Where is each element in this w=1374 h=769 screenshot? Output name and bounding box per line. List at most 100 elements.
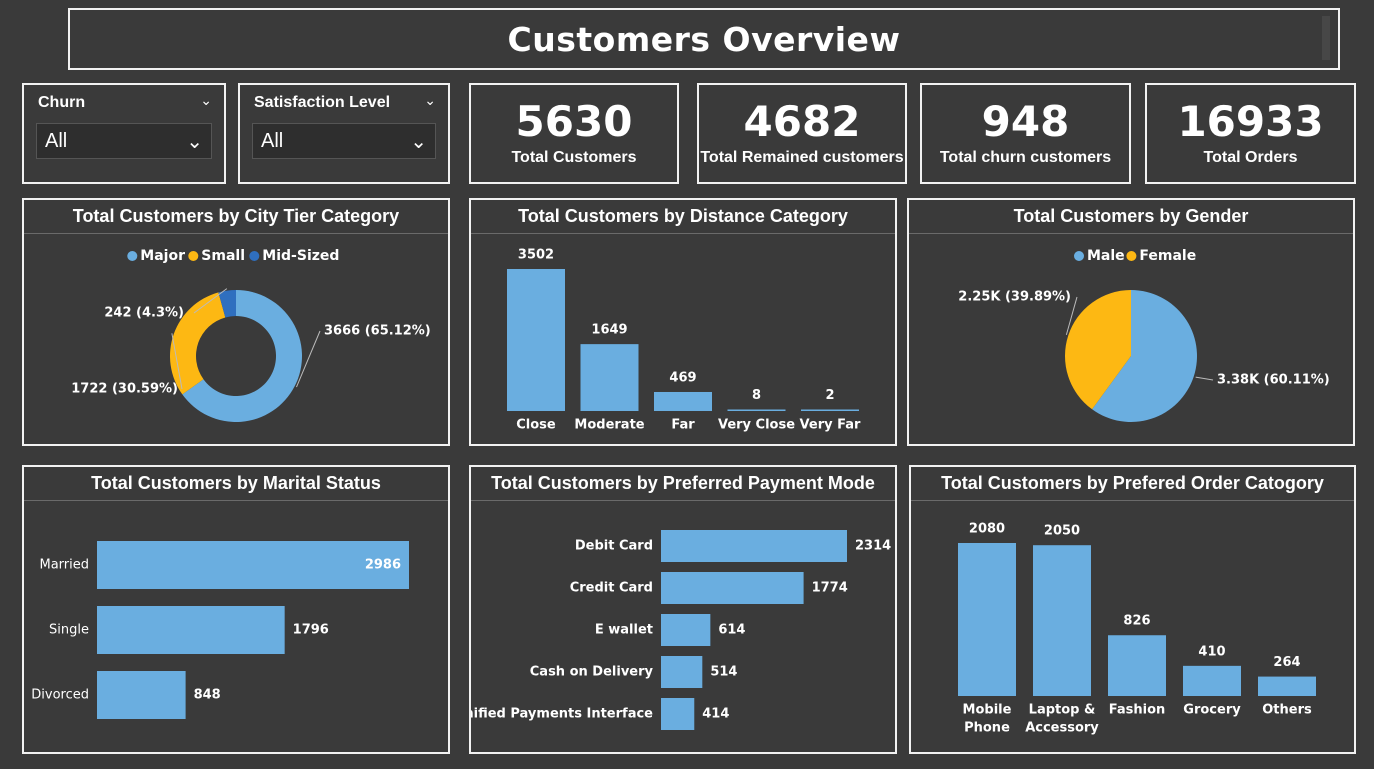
- data-label: 514: [710, 665, 737, 680]
- legend-label: Major: [140, 248, 185, 264]
- kpi-label: Total Orders: [1203, 148, 1298, 166]
- data-label: 2.25K (39.89%): [958, 290, 1071, 305]
- order-bar-chart: 2080 Mobile Phone 2050 Laptop & Accessory 826 F…: [958, 522, 1316, 736]
- order-chart: Total Customers by Prefered Order Catogo…: [909, 465, 1356, 754]
- payment-bar-chart: Debit Card 2314 Credit Card 1774 E wallet 614…: [471, 530, 891, 730]
- legend-label: Small: [201, 248, 245, 264]
- data-label: 2050: [1044, 524, 1080, 539]
- category-label: Cash on Delivery: [530, 665, 654, 680]
- leader-line: [296, 330, 321, 388]
- kpi-total-customers: 5630 Total Customers: [469, 83, 679, 184]
- marital-bar-chart: Married 2986 Single 1796 Divorced 848: [31, 541, 409, 719]
- category-label: Others: [1262, 703, 1312, 718]
- data-label: 410: [1198, 644, 1225, 659]
- satisfaction-dropdown[interactable]: All ⌄: [252, 123, 436, 159]
- bar: [97, 671, 186, 719]
- data-label: 414: [702, 707, 729, 722]
- bar: [958, 543, 1016, 696]
- category-label: Laptop &: [1029, 703, 1096, 718]
- data-label: 8: [752, 388, 761, 403]
- satisfaction-dropdown-value: All: [261, 129, 284, 152]
- chart-title: Total Customers by Distance Category: [471, 200, 895, 234]
- chevron-down-icon: ⌄: [186, 129, 203, 153]
- bar: [507, 269, 565, 411]
- category-label: Accessory: [1025, 721, 1099, 736]
- legend-label: Mid-Sized: [262, 248, 339, 264]
- bar: [661, 656, 703, 688]
- category-label: Fashion: [1109, 703, 1166, 718]
- payment-chart: Total Customers by Preferred Payment Mod…: [469, 465, 897, 754]
- chart-title: Total Customers by Gender: [909, 200, 1353, 234]
- chevron-down-icon[interactable]: ⌄: [200, 93, 212, 109]
- legend-marker: [249, 251, 260, 261]
- distance-bar-chart: 3502 Close 1649 Moderate 469 Far 8 Very Close 2 V…: [507, 248, 861, 433]
- category-label: Debit Card: [575, 539, 653, 554]
- legend-marker: [127, 251, 138, 261]
- legend-label: Male: [1087, 248, 1125, 264]
- data-label: 1722 (30.59%): [71, 382, 178, 397]
- data-label: 264: [1273, 655, 1300, 670]
- category-label: Unified Payments Interface: [471, 707, 653, 722]
- category-label: Very Far: [800, 418, 861, 433]
- bar: [1183, 665, 1241, 696]
- kpi-value: 4682: [743, 97, 861, 147]
- data-label: 3.38K (60.11%): [1217, 373, 1330, 388]
- chart-title: Total Customers by City Tier Category: [24, 200, 448, 234]
- category-label: Single: [49, 623, 89, 638]
- data-label: 3666 (65.12%): [324, 324, 431, 339]
- bar: [661, 530, 847, 562]
- leader-line: [171, 333, 183, 390]
- data-label: 2314: [855, 539, 891, 554]
- chart-title: Total Customers by Marital Status: [24, 467, 448, 501]
- pie-slice-female: [1065, 290, 1131, 410]
- bar: [661, 698, 695, 730]
- data-label: 3502: [518, 248, 554, 263]
- data-label: 2080: [969, 522, 1005, 537]
- kpi-total-orders: 16933 Total Orders: [1145, 83, 1356, 184]
- page-title: Customers Overview: [507, 19, 901, 59]
- data-label: 614: [718, 623, 745, 638]
- churn-slicer-label: Churn: [38, 94, 86, 111]
- title-scrollbar[interactable]: [1322, 16, 1330, 60]
- category-label: Mobile: [963, 703, 1012, 718]
- bar: [1108, 635, 1166, 696]
- data-label: 1796: [293, 623, 329, 638]
- chart-title: Total Customers by Prefered Order Catogo…: [911, 467, 1354, 501]
- category-label: Married: [39, 558, 89, 573]
- kpi-value: 5630: [515, 97, 633, 147]
- leader-line: [193, 288, 228, 314]
- bar: [97, 606, 285, 654]
- legend-label: Female: [1139, 248, 1196, 264]
- gender-chart: Total Customers by Gender Male Female 3.38…: [907, 198, 1355, 446]
- kpi-label: Total churn customers: [939, 148, 1112, 166]
- data-label: 848: [194, 688, 221, 703]
- bar: [661, 572, 804, 604]
- data-label: 2: [825, 388, 834, 403]
- category-label: Grocery: [1183, 703, 1241, 718]
- category-label: Far: [671, 418, 695, 433]
- bar: [97, 541, 409, 589]
- bar: [727, 409, 786, 411]
- data-label: 1774: [812, 581, 848, 596]
- kpi-total-remained: 4682 Total Remained customers: [697, 83, 907, 184]
- category-label: E wallet: [595, 623, 653, 638]
- satisfaction-slicer: Satisfaction Level ⌄ All ⌄: [238, 83, 450, 184]
- chevron-down-icon: ⌄: [410, 129, 427, 153]
- churn-dropdown[interactable]: All ⌄: [36, 123, 212, 159]
- category-label: Divorced: [31, 688, 89, 703]
- kpi-label: Total Customers: [511, 148, 637, 166]
- kpi-value: 16933: [1177, 97, 1324, 147]
- kpi-total-churn: 948 Total churn customers: [920, 83, 1131, 184]
- bar: [1258, 676, 1316, 696]
- data-label: 242 (4.3%): [104, 306, 184, 321]
- chart-title: Total Customers by Preferred Payment Mod…: [471, 467, 895, 501]
- category-label: Moderate: [574, 418, 644, 433]
- bar: [661, 614, 711, 646]
- category-label: Close: [516, 418, 556, 433]
- data-label: 2986: [365, 558, 401, 573]
- bar: [1033, 545, 1091, 696]
- chevron-down-icon[interactable]: ⌄: [424, 93, 436, 109]
- bar: [801, 409, 859, 411]
- leader-line: [1065, 296, 1078, 336]
- city-tier-chart: Total Customers by City Tier Category Ma…: [22, 198, 450, 446]
